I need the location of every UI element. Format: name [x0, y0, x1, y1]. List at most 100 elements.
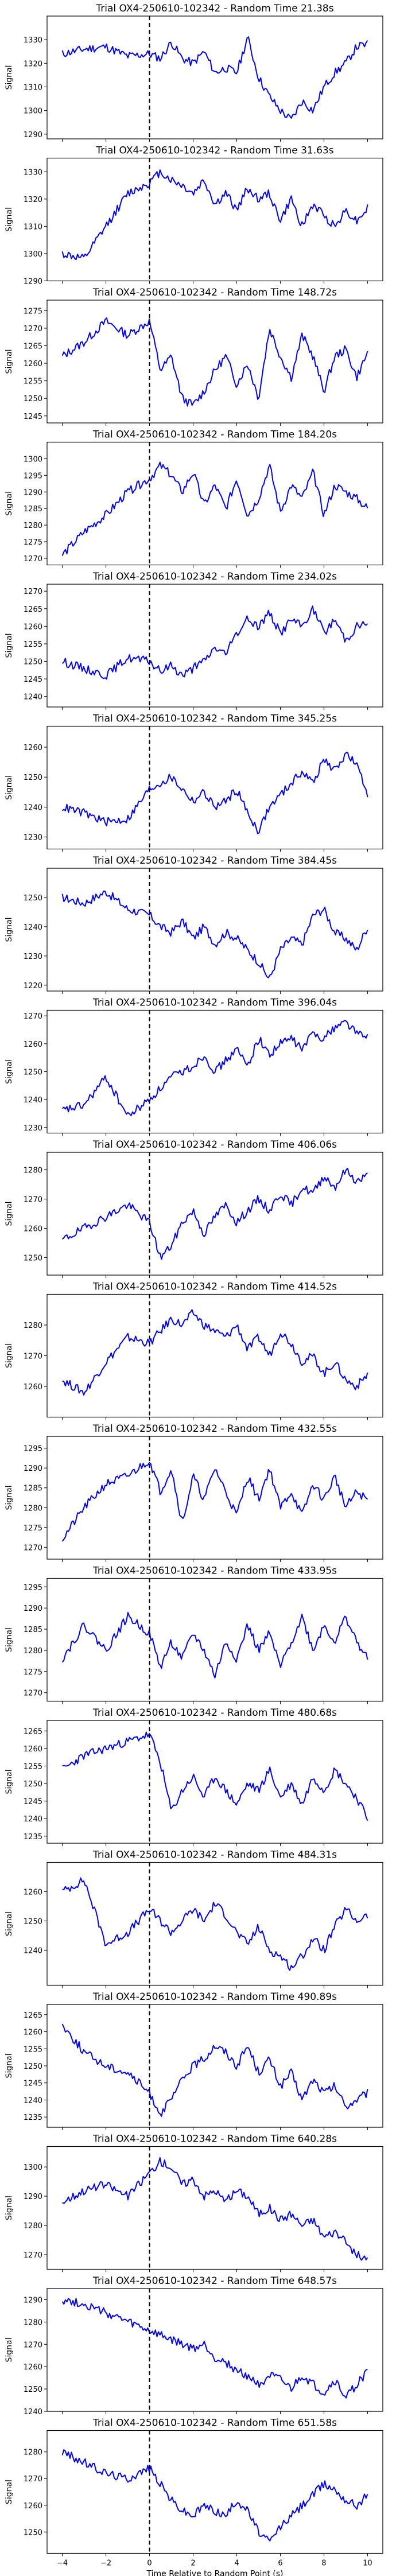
y-axis-label: Signal [5, 65, 14, 90]
axes-frame [46, 300, 383, 423]
axes-frame [46, 1720, 383, 1844]
x-tick-label: 6 [278, 2559, 282, 2568]
subplot-title: Trial OX4-250610-102342 - Random Time 65… [92, 2418, 337, 2429]
y-tick-label: 1290 [24, 488, 42, 497]
y-tick-label: 1230 [24, 1124, 42, 1133]
y-tick-label: 1245 [24, 675, 42, 684]
subplot-7: Trial OX4-250610-102342 - Random Time 38… [5, 855, 383, 994]
subplot-4: Trial OX4-250610-102342 - Random Time 18… [5, 429, 383, 568]
y-tick-label: 1320 [24, 196, 42, 204]
y-axis-label: Signal [5, 2053, 14, 2078]
subplot-title: Trial OX4-250610-102342 - Random Time 34… [92, 713, 337, 725]
y-tick-label: 1290 [24, 278, 42, 286]
y-tick-label: 1230 [24, 953, 42, 961]
y-tick-label: 1280 [24, 1647, 42, 1656]
y-axis-label: Signal [5, 775, 14, 800]
series-line [62, 1731, 368, 1821]
subplot-title: Trial OX4-250610-102342 - Random Time 48… [92, 1707, 337, 1719]
subplot-title: Trial OX4-250610-102342 - Random Time 39… [92, 997, 337, 1009]
y-tick-label: 1330 [24, 36, 42, 45]
series-line [61, 461, 368, 556]
y-axis-label: Signal [5, 2337, 14, 2362]
y-tick-label: 1300 [24, 107, 42, 116]
axes-frame [46, 1009, 383, 1134]
series-line [61, 2298, 368, 2399]
y-tick-label: 1270 [24, 1689, 42, 1698]
subplot-16: Trial OX4-250610-102342 - Random Time 64… [5, 2134, 383, 2272]
subplot-title: Trial OX4-250610-102342 - Random Time 41… [92, 1281, 337, 1293]
axes-frame [46, 725, 383, 850]
x-tick-label: 2 [191, 2559, 195, 2568]
series-line [61, 1612, 368, 1679]
subplot-title: Trial OX4-250610-102342 - Random Time 14… [92, 287, 337, 298]
subplot-title: Trial OX4-250610-102342 - Random Time 18… [92, 429, 337, 441]
subplot-14: Trial OX4-250610-102342 - Random Time 48… [5, 1850, 383, 1988]
y-tick-label: 1250 [24, 2528, 42, 2537]
y-tick-label: 1290 [24, 1464, 42, 1473]
y-tick-label: 1330 [24, 168, 42, 177]
series-line [61, 1168, 368, 1260]
y-axis-label: Signal [5, 2196, 14, 2220]
y-tick-label: 1255 [24, 1762, 42, 1771]
y-tick-label: 1240 [24, 2408, 42, 2416]
series-line [61, 1462, 368, 1542]
y-tick-label: 1280 [24, 1504, 42, 1513]
y-tick-label: 1240 [24, 1096, 42, 1105]
y-tick-label: 1240 [24, 693, 42, 702]
y-tick-label: 1245 [24, 2080, 42, 2088]
y-tick-label: 1300 [24, 250, 42, 259]
y-axis-label: Signal [5, 1201, 14, 1226]
axes-frame [46, 2004, 383, 2128]
y-tick-label: 1250 [24, 1917, 42, 1926]
axes-frame [46, 157, 383, 282]
series-line [61, 890, 368, 978]
y-axis-label: Signal [5, 1769, 14, 1794]
y-tick-label: 1270 [24, 588, 42, 596]
series-line [61, 2023, 368, 2117]
subplot-title: Trial OX4-250610-102342 - Random Time 21… [95, 3, 333, 14]
y-axis-label: Signal [5, 349, 14, 374]
y-tick-label: 1235 [24, 1833, 42, 1841]
subplot-1: Trial OX4-250610-102342 - Random Time 21… [5, 3, 383, 142]
y-axis-label: Signal [5, 1485, 14, 1510]
y-tick-label: 1280 [24, 522, 42, 530]
y-tick-label: 1230 [24, 834, 42, 842]
y-tick-label: 1240 [24, 2096, 42, 2105]
y-tick-label: 1280 [24, 1322, 42, 1330]
y-tick-label: 1250 [24, 2062, 42, 2071]
y-tick-label: 1240 [24, 923, 42, 932]
series-line [61, 2449, 368, 2542]
y-tick-label: 1275 [24, 1524, 42, 1533]
x-tick-label: −4 [57, 2559, 68, 2568]
subplot-title: Trial OX4-250610-102342 - Random Time 38… [92, 855, 337, 867]
y-tick-label: 1265 [24, 342, 42, 351]
y-axis-label: Signal [5, 491, 14, 516]
series-line [61, 605, 368, 680]
subplot-15: Trial OX4-250610-102342 - Random Time 49… [5, 1991, 383, 2130]
y-tick-label: 1295 [24, 1445, 42, 1454]
subplot-3: Trial OX4-250610-102342 - Random Time 14… [5, 287, 383, 426]
axes-frame [46, 1152, 383, 1276]
y-tick-label: 1250 [24, 1780, 42, 1789]
y-tick-label: 1240 [24, 1946, 42, 1955]
y-axis-label: Signal [5, 1343, 14, 1368]
y-tick-label: 1270 [24, 1544, 42, 1552]
y-tick-label: 1250 [24, 894, 42, 903]
subplot-title: Trial OX4-250610-102342 - Random Time 43… [92, 1565, 337, 1577]
y-tick-label: 1270 [24, 1353, 42, 1361]
axes-frame [46, 1293, 383, 1418]
y-tick-label: 1245 [24, 413, 42, 421]
y-axis-label: Signal [5, 1627, 14, 1652]
subplot-13: Trial OX4-250610-102342 - Random Time 48… [5, 1707, 383, 1846]
y-tick-label: 1285 [24, 505, 42, 514]
y-axis-label: Signal [5, 2480, 14, 2504]
subplot-10: Trial OX4-250610-102342 - Random Time 41… [5, 1281, 383, 1420]
y-tick-label: 1265 [24, 2011, 42, 2020]
series-line [61, 169, 368, 261]
y-tick-label: 1275 [24, 538, 42, 547]
series-line [62, 1309, 368, 1396]
subplot-title: Trial OX4-250610-102342 - Random Time 23… [92, 571, 337, 582]
y-tick-label: 1260 [24, 623, 42, 631]
y-tick-label: 1250 [24, 2385, 42, 2394]
